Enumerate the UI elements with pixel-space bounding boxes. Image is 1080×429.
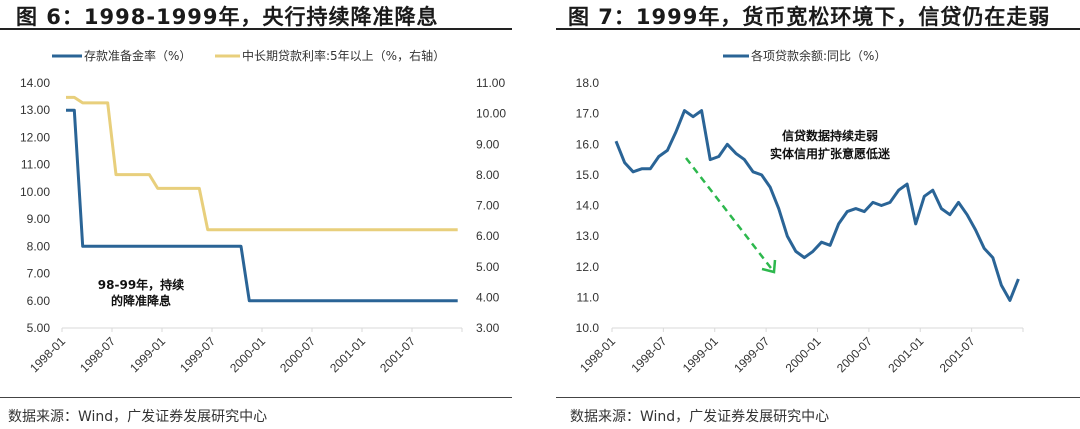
x-tick-label: 2000-07 xyxy=(834,334,875,375)
y-left-tick-label: 12.00 xyxy=(20,130,50,144)
title-divider xyxy=(556,28,1080,30)
y-right-tick-label: 8.00 xyxy=(476,168,500,182)
y-left-tick-label: 7.00 xyxy=(27,267,51,281)
left-chart-plot: 存款准备金率（%） 中长期贷款利率:5年以上（%，右轴） 14.00 13.00 12.… xyxy=(20,48,506,375)
legend-label-loan-rate: 中长期贷款利率:5年以上（%，右轴） xyxy=(242,48,445,63)
x-tick-label: 2000-01 xyxy=(227,334,268,375)
arrow-head-icon xyxy=(761,259,777,274)
x-tick-label: 1998-07 xyxy=(628,334,669,375)
x-tick-label: 1999-01 xyxy=(680,334,721,375)
x-tick-label: 2000-01 xyxy=(783,334,824,375)
x-tick-label: 1998-01 xyxy=(577,334,618,375)
y-left-tick-label: 8.00 xyxy=(27,239,51,253)
x-tick-label: 2001-01 xyxy=(327,334,368,375)
annotation-line-1: 98-99年，持续 xyxy=(98,277,184,292)
chart-panel-right: 图 7：1999年，货币宽松环境下，信贷仍在走弱 各项贷款余额:同比（%） 18.… xyxy=(540,0,1080,429)
y-tick-label: 18.0 xyxy=(576,76,600,90)
y-tick-label: 14.0 xyxy=(576,199,600,213)
series-loan-rate-line xyxy=(66,95,458,232)
y-right-tick-label: 9.00 xyxy=(476,137,500,151)
y-right-tick-label: 5.00 xyxy=(476,260,500,274)
x-tick-label: 1998-01 xyxy=(27,334,68,375)
y-left-tick-label: 11.00 xyxy=(21,158,50,172)
legend: 各项贷款余额:同比（%） xyxy=(723,48,886,63)
y-tick-label: 10.0 xyxy=(576,321,600,335)
annotation-line-1: 信贷数据持续走弱 xyxy=(782,128,878,143)
x-tick-label: 1998-07 xyxy=(77,334,118,375)
y-tick-label: 16.0 xyxy=(576,137,600,151)
title-divider xyxy=(0,28,512,30)
series-loans-yoy-line xyxy=(614,109,1020,302)
x-tick-label: 2001-07 xyxy=(937,334,978,375)
right-chart-plot: 各项贷款余额:同比（%） 18.0 17.0 16.0 15.0 14.0 13.0 12.0… xyxy=(576,48,1024,375)
chart-title: 图 7：1999年，货币宽松环境下，信贷仍在走弱 xyxy=(568,5,1051,29)
chart-panel-left: 图 6：1998-1999年，央行持续降准降息 存款准备金率（%） 中长期贷款利率… xyxy=(0,5,512,425)
chart-title: 图 6：1998-1999年，央行持续降准降息 xyxy=(16,5,439,29)
y-right-tick-label: 4.00 xyxy=(476,290,500,304)
x-tick-label: 2001-07 xyxy=(377,334,418,375)
x-tick-label: 2000-07 xyxy=(277,334,318,375)
y-left-tick-label: 5.00 xyxy=(27,321,51,335)
y-right-tick-label: 7.00 xyxy=(476,199,500,213)
x-tick-label: 1999-07 xyxy=(177,334,218,375)
y-right-tick-label: 6.00 xyxy=(476,229,500,243)
series-reserve-ratio-line xyxy=(66,108,458,303)
y-left-tick-label: 6.00 xyxy=(27,294,51,308)
y-right-tick-label: 3.00 xyxy=(476,321,500,335)
legend: 存款准备金率（%） 中长期贷款利率:5年以上（%，右轴） xyxy=(52,48,445,63)
annotation-line-2: 的降准降息 xyxy=(111,293,171,308)
trend-arrow-dashed xyxy=(685,157,775,273)
y-right-tick-label: 11.00 xyxy=(476,76,505,90)
x-tick-label: 1999-07 xyxy=(731,334,772,375)
y-left-tick-label: 14.00 xyxy=(20,76,50,90)
annotation-line-2: 实体信用扩张意愿低迷 xyxy=(770,146,891,161)
source-divider xyxy=(556,397,1080,398)
legend-label-reserve: 存款准备金率（%） xyxy=(84,48,191,63)
y-tick-label: 11.0 xyxy=(577,290,600,304)
legend-label-loans: 各项贷款余额:同比（%） xyxy=(751,48,886,63)
y-tick-label: 15.0 xyxy=(576,168,600,182)
y-left-tick-label: 13.00 xyxy=(20,103,50,117)
y-left-tick-label: 9.00 xyxy=(27,212,51,226)
source-divider xyxy=(0,397,512,398)
data-source: 数据来源：Wind，广发证券发展研究中心 xyxy=(8,409,268,425)
y-left-tick-label: 10.00 xyxy=(20,185,50,199)
x-tick-label: 1999-01 xyxy=(127,334,168,375)
y-tick-label: 13.0 xyxy=(576,229,600,243)
y-right-tick-label: 10.00 xyxy=(476,107,506,121)
y-tick-label: 12.0 xyxy=(576,260,600,274)
x-tick-label: 2001-01 xyxy=(885,334,926,375)
data-source: 数据来源：Wind，广发证券发展研究中心 xyxy=(570,409,830,425)
y-tick-label: 17.0 xyxy=(576,107,600,121)
